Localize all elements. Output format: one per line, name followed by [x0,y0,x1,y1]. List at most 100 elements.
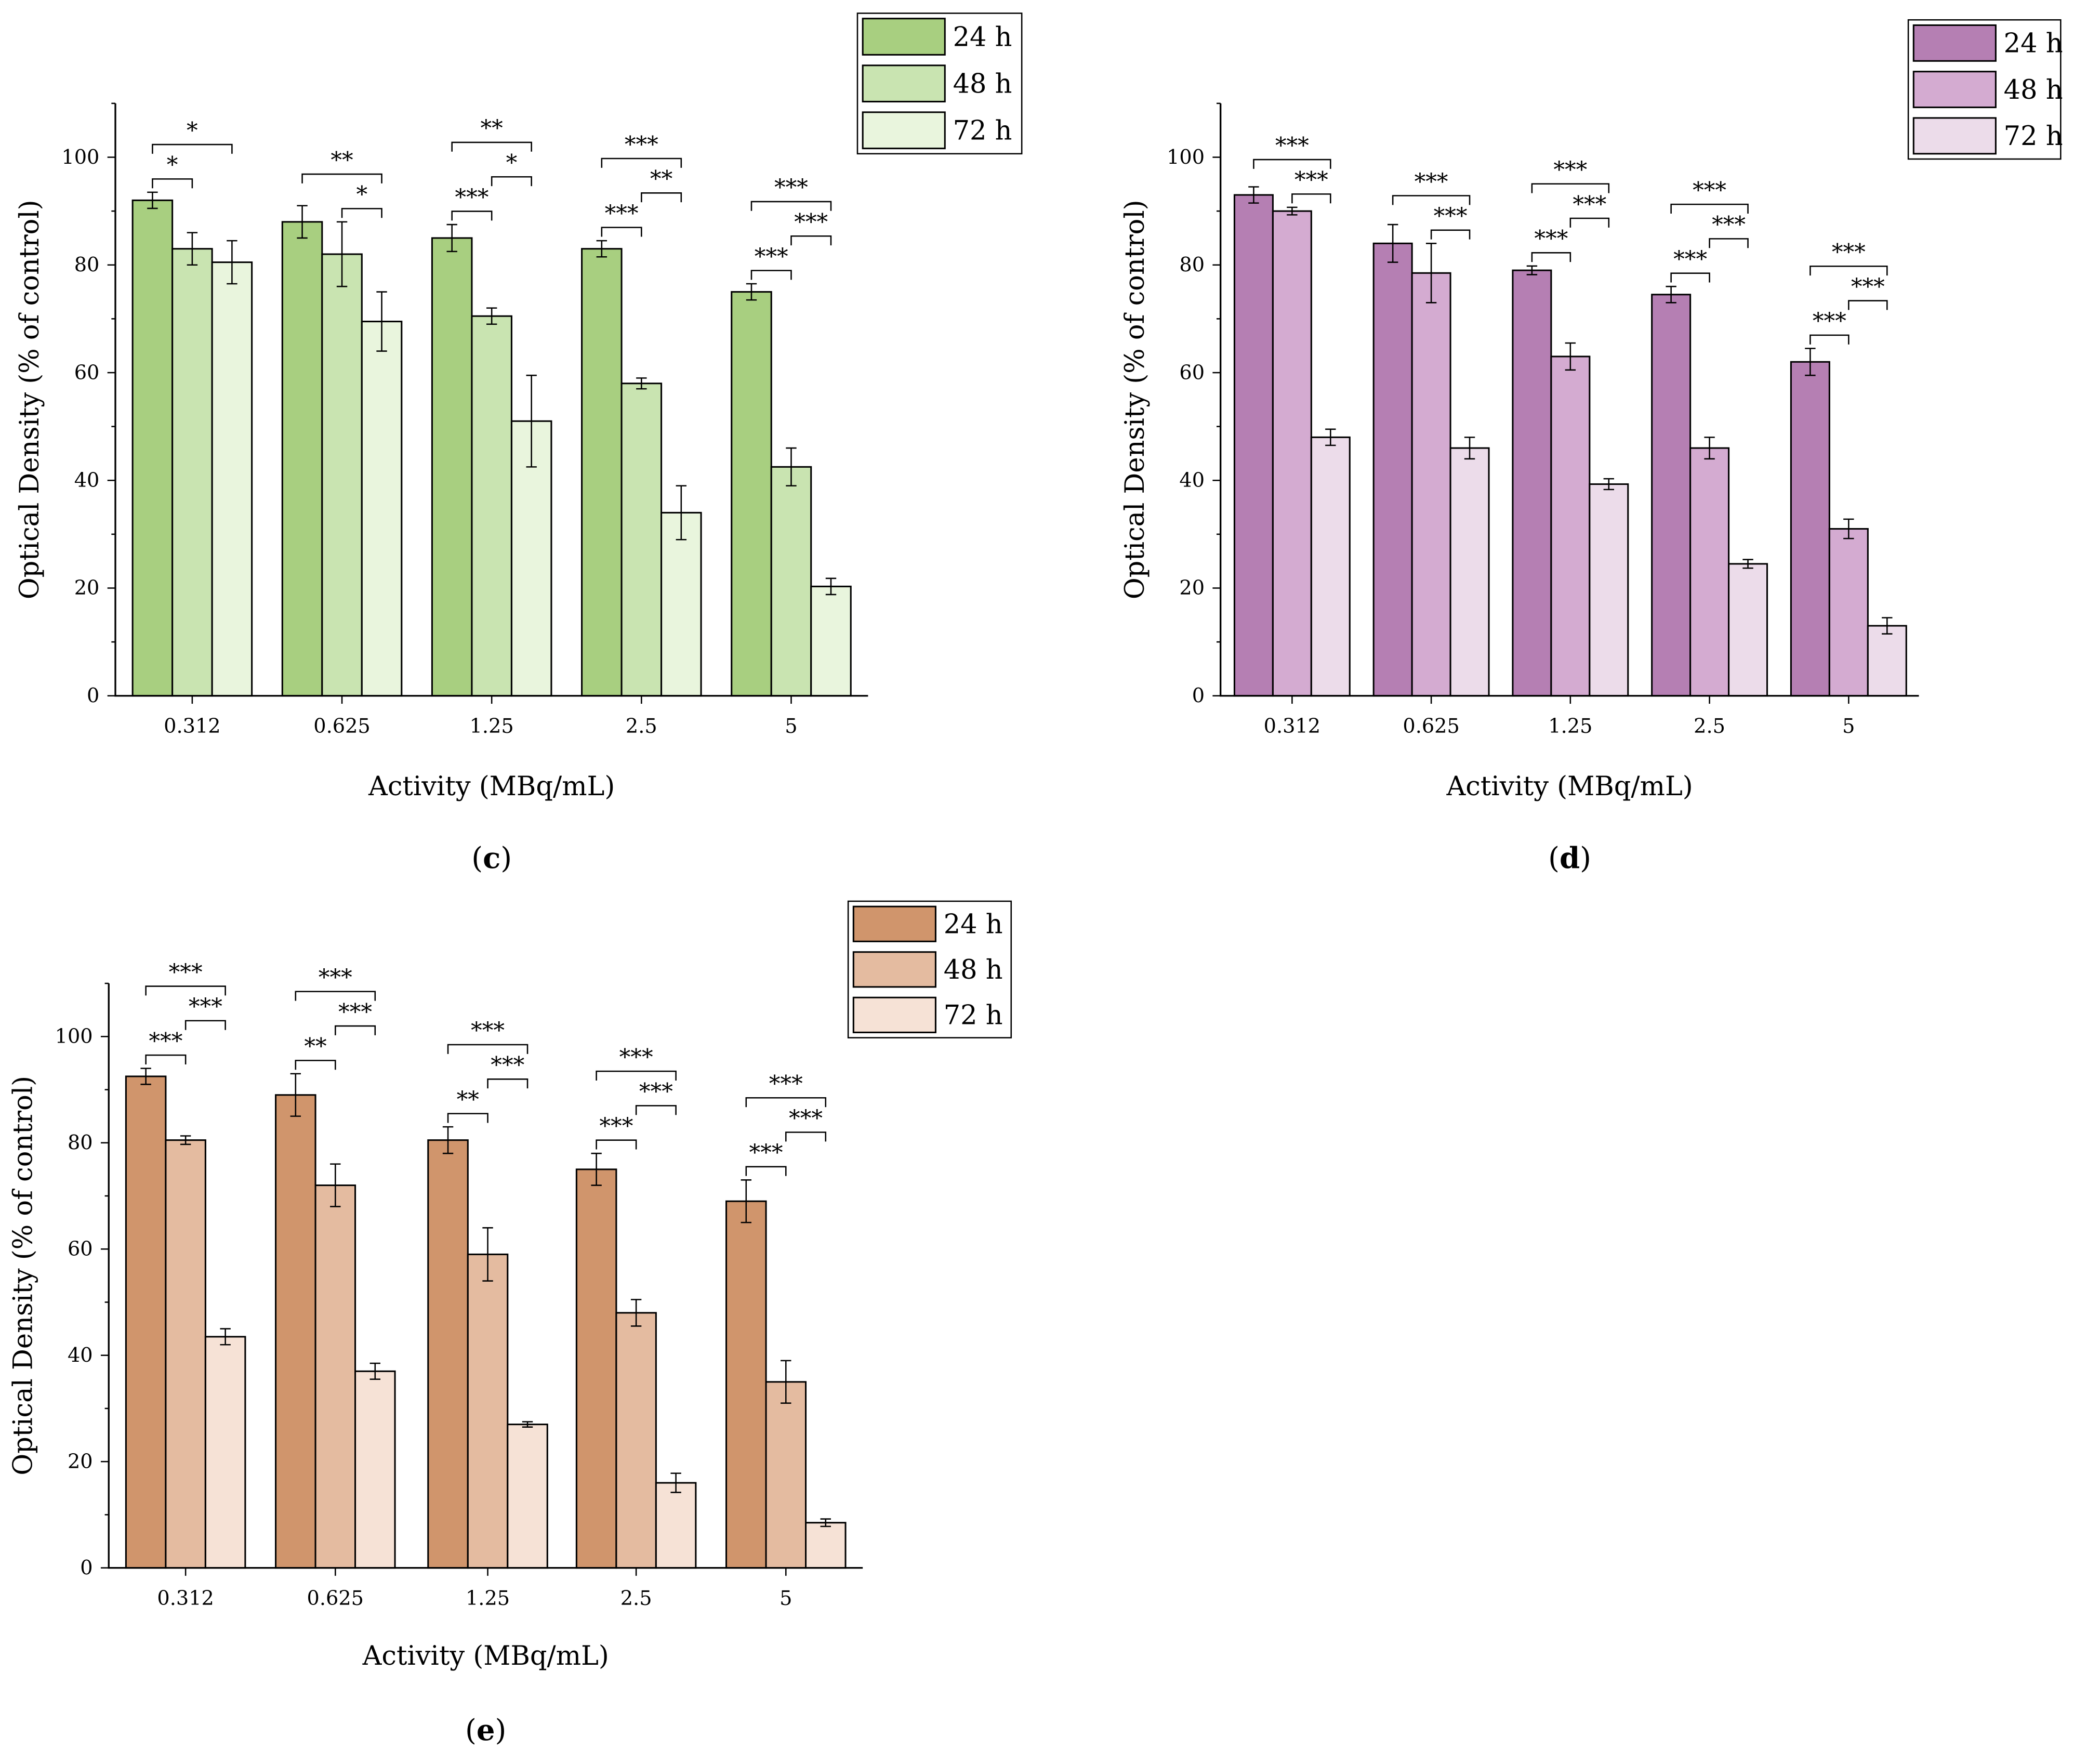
error-bar [522,1421,533,1428]
significance-bracket [145,985,226,996]
x-tick-label: 0.625 [307,1587,364,1610]
significance-label: *** [1573,191,1606,217]
significance-label: *** [599,1113,633,1139]
error-bar [1425,243,1437,304]
x-tick-label: 2.5 [626,715,657,738]
significance-bracket [341,208,382,218]
legend-swatch [862,18,946,56]
significance-bracket [1809,334,1850,345]
error-bar [486,307,497,325]
significance-label: *** [619,1044,653,1070]
significance-bracket [295,1060,336,1070]
error-bar [676,485,687,541]
x-tick-label: 0.312 [157,1587,214,1610]
bar-48h-5 [765,1381,807,1569]
significance-bracket [1291,193,1331,204]
error-bar [336,221,348,287]
legend-label: 24 h [953,22,1012,52]
y-tick-label: 40 [74,469,100,492]
x-tick-label: 5 [785,715,797,738]
x-tick-label: 5 [1842,715,1855,738]
bar-48h-0.312 [171,248,213,697]
significance-label: *** [749,1140,783,1166]
significance-bracket [487,1078,529,1089]
significance-label: *** [1813,308,1846,334]
panel-label: (c) [471,841,512,875]
error-bar [781,1360,791,1404]
bar-48h-5 [770,466,812,697]
x-axis-label: Activity (MBq/mL) [362,1641,609,1671]
significance-label: *** [769,1071,803,1097]
legend-label: 24 h [2004,29,2063,59]
significance-bracket [1430,229,1471,240]
bar-24h-0.625 [275,1094,316,1569]
significance-bracket [152,143,233,154]
x-tick-label: 1.25 [1548,715,1592,738]
significance-bracket [451,210,493,221]
x-tick-label: 0.625 [1403,715,1459,738]
bar-24h-1.25 [1512,269,1552,697]
error-bar [220,1328,231,1346]
legend-label: 72 h [2004,121,2063,152]
error-bar [140,1068,151,1085]
bar-48h-0.625 [314,1184,356,1569]
significance-bracket [1809,265,1888,276]
bar-72h-5 [1867,625,1907,697]
error-bar [1742,559,1753,569]
error-bar [596,240,607,258]
y-tick-label: 40 [68,1344,93,1367]
y-tick-label: 20 [74,577,100,600]
legend-swatch [1912,117,1997,155]
bar-72h-1.25 [507,1424,548,1569]
bar-72h-0.312 [1310,436,1351,697]
bar-24h-0.625 [281,221,323,697]
significance-bracket [451,141,532,152]
chart-panel-d: ***************************************0… [1120,19,2063,875]
legend-swatch [862,64,946,103]
bar-72h-0.312 [211,261,253,697]
significance-label: *** [1553,157,1587,183]
significance-label: *** [1832,240,1866,266]
significance-label: *** [774,175,808,201]
significance-bracket [641,192,682,203]
y-tick-label: 100 [61,146,99,169]
error-bar [1603,478,1615,491]
significance-label: ** [457,1087,479,1113]
legend: 24 h 48 h 72 h [847,900,1012,1038]
error-bar [1325,428,1336,446]
bar-24h-2.5 [1651,294,1692,697]
legend: 24 h 48 h 72 h [856,12,1023,155]
significance-label: *** [189,994,222,1020]
legend-label: 72 h [953,116,1012,147]
bar-48h-0.625 [1411,272,1451,697]
significance-label: ** [650,166,672,192]
error-bar [446,223,457,253]
error-bar [1882,617,1893,635]
significance-label: *** [789,1105,823,1131]
significance-bracket [447,1113,488,1123]
legend-label: 48 h [2004,75,2063,106]
y-tick-label: 80 [74,254,100,277]
significance-label: ** [331,147,353,173]
legend: 24 h 48 h 72 h [1907,19,2063,160]
bar-48h-0.312 [165,1139,206,1569]
bar-48h-2.5 [1689,447,1730,697]
chart-panel-e: ****************************************… [8,900,1012,1747]
error-bar [147,191,158,209]
y-tick-label: 0 [1192,684,1205,707]
error-bar [820,1518,831,1528]
error-bar [636,377,647,390]
x-axis-label: Activity (MBq/mL) [368,771,615,802]
error-bar [369,1362,380,1380]
x-tick-label: 0.625 [313,715,370,738]
legend-swatch [852,905,936,942]
x-tick-label: 1.25 [466,1587,510,1610]
significance-bracket [1531,252,1571,262]
error-bar [1287,206,1298,216]
significance-bracket [750,270,792,280]
significance-bracket [596,1139,637,1150]
significance-bracket [1670,272,1710,283]
significance-bracket [635,1105,677,1115]
bar-72h-5 [810,585,852,697]
